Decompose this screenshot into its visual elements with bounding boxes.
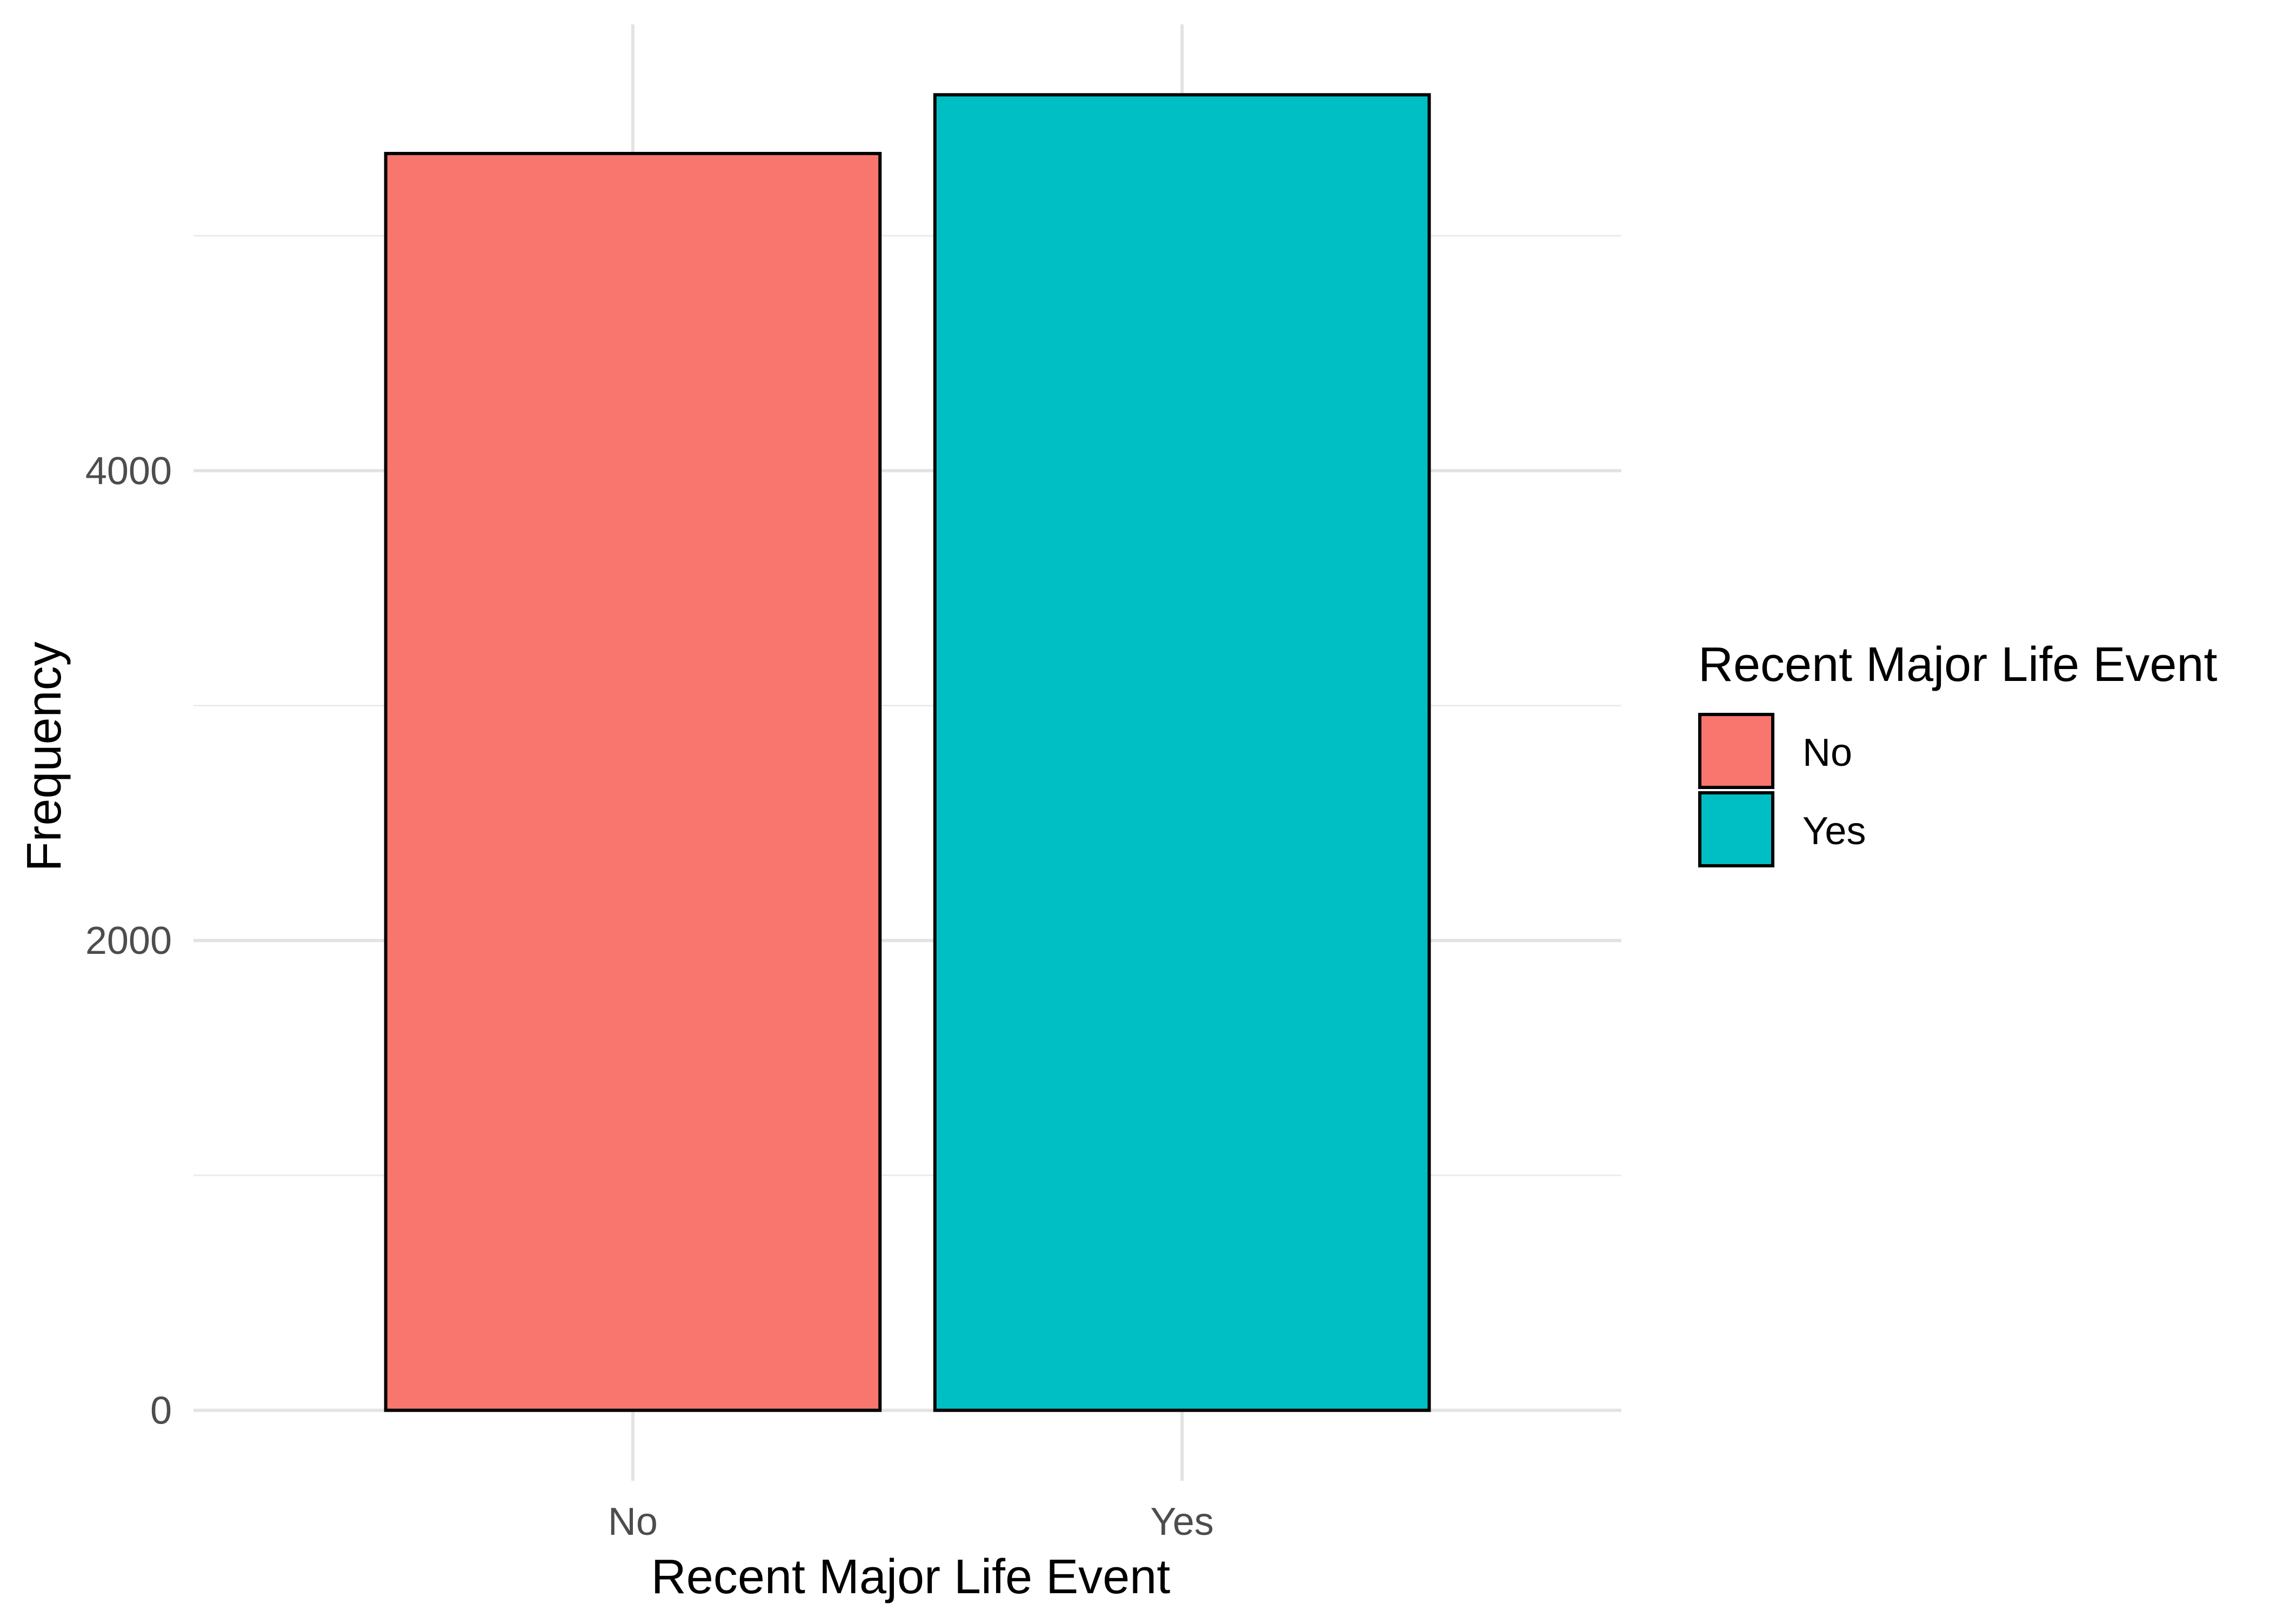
bar-yes: [933, 93, 1431, 1412]
legend-swatch-no: [1698, 713, 1774, 789]
legend-label: Yes: [1802, 810, 1866, 853]
x-axis-title: Recent Major Life Event: [651, 1550, 1170, 1604]
y-axis-title: Frequency: [17, 641, 71, 871]
x-tick-label: No: [608, 1500, 658, 1543]
x-tick-label: Yes: [1150, 1500, 1213, 1543]
legend-title: Recent Major Life Event: [1698, 638, 2217, 692]
legend-swatch-yes: [1698, 791, 1774, 867]
legend-label: No: [1802, 731, 1852, 774]
x-tick-labels: No Yes: [608, 1500, 1214, 1543]
y-tick-label: 4000: [85, 450, 172, 493]
y-tick-label: 2000: [85, 919, 172, 963]
bar-no: [384, 152, 882, 1412]
legend-items: No Yes: [1698, 713, 1866, 867]
legend: Recent Major Life Event No Yes: [1698, 638, 2217, 867]
y-tick-labels: 0 2000 4000: [85, 450, 172, 1433]
y-tick-label: 0: [150, 1389, 172, 1433]
bars-layer: [384, 93, 1431, 1412]
